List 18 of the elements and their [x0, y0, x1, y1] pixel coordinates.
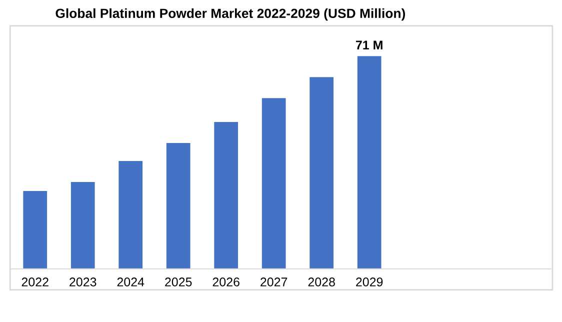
x-tick-label: 2029	[356, 278, 383, 286]
chart-title: Global Platinum Powder Market 2022-2029 (USD Million)	[56, 8, 406, 21]
bar	[262, 98, 286, 269]
bar	[23, 190, 48, 269]
bar	[214, 122, 238, 269]
bar	[310, 77, 334, 269]
x-tick-label: 2027	[260, 278, 288, 286]
x-tick-label: 2028	[308, 278, 335, 286]
bar	[357, 56, 382, 269]
bar	[70, 182, 95, 269]
bar	[118, 160, 143, 269]
x-tick-label: 2022	[22, 278, 48, 286]
x-tick-label: 2023	[70, 278, 96, 286]
x-tick-label: 2026	[212, 278, 240, 286]
data-label: 71 M	[356, 40, 382, 50]
x-tick-label: 2025	[165, 278, 192, 286]
x-tick-label: 2024	[117, 278, 144, 286]
bar	[166, 143, 190, 269]
